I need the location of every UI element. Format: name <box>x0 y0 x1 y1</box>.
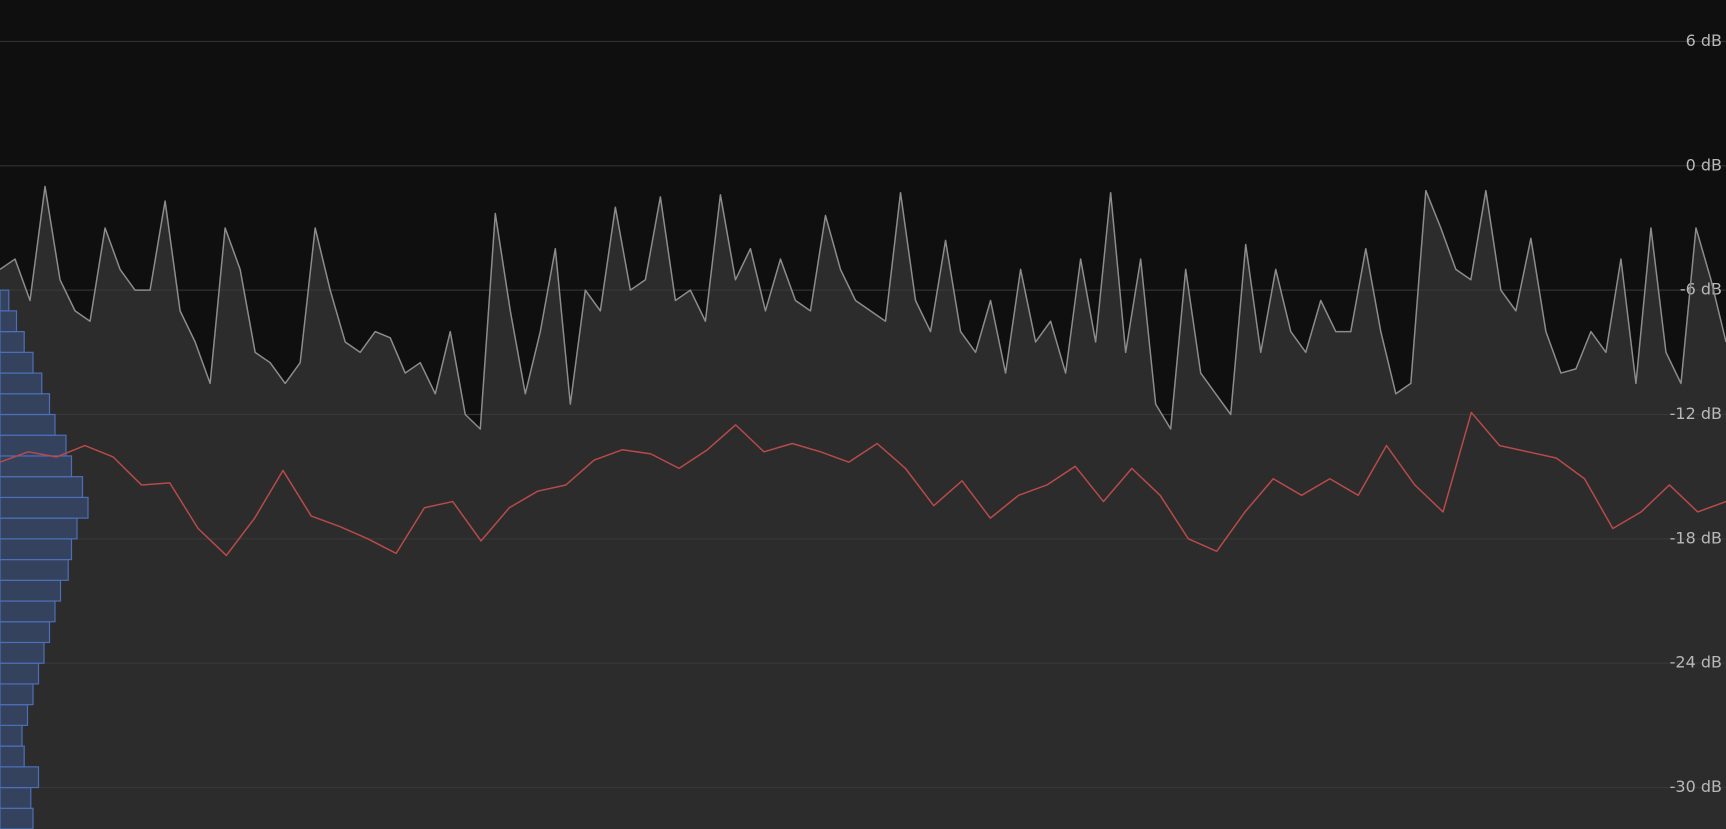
histogram-bar <box>0 310 18 333</box>
histogram-bar <box>0 641 45 664</box>
histogram-bar <box>0 724 23 747</box>
histogram-bar <box>0 393 51 416</box>
histogram-bar <box>0 807 34 829</box>
histogram-bar <box>0 579 62 602</box>
y-tick-label: -24 dB <box>1670 653 1722 672</box>
y-tick-label: -12 dB <box>1670 404 1722 423</box>
y-tick-label: 0 dB <box>1686 155 1722 174</box>
histogram-bar <box>0 600 56 623</box>
histogram-bar <box>0 351 34 374</box>
histogram-bar <box>0 786 32 809</box>
y-tick-label: -18 dB <box>1670 528 1722 547</box>
histogram-bar <box>0 455 73 478</box>
level-line <box>0 185 1726 430</box>
y-tick-label: -30 dB <box>1670 777 1722 796</box>
histogram-bar <box>0 496 89 519</box>
histogram-bar <box>0 621 51 644</box>
histogram-bar <box>0 413 56 436</box>
histogram-bar <box>0 745 25 768</box>
histogram-bar <box>0 558 69 581</box>
y-tick-label: 6 dB <box>1686 31 1722 50</box>
histogram-bar <box>0 704 29 726</box>
histogram-bar <box>0 662 40 685</box>
histogram-bar <box>0 766 40 789</box>
histogram-bar <box>0 538 73 561</box>
histogram-bar <box>0 683 34 706</box>
peak-area <box>0 186 1726 829</box>
histogram-bar <box>0 517 78 540</box>
y-tick-label: -6 dB <box>1680 280 1722 299</box>
level-line <box>0 411 1726 557</box>
histogram-bar <box>0 372 43 395</box>
histogram-bar <box>0 331 25 353</box>
histogram-bar <box>0 289 10 312</box>
histogram-bar <box>0 476 84 498</box>
